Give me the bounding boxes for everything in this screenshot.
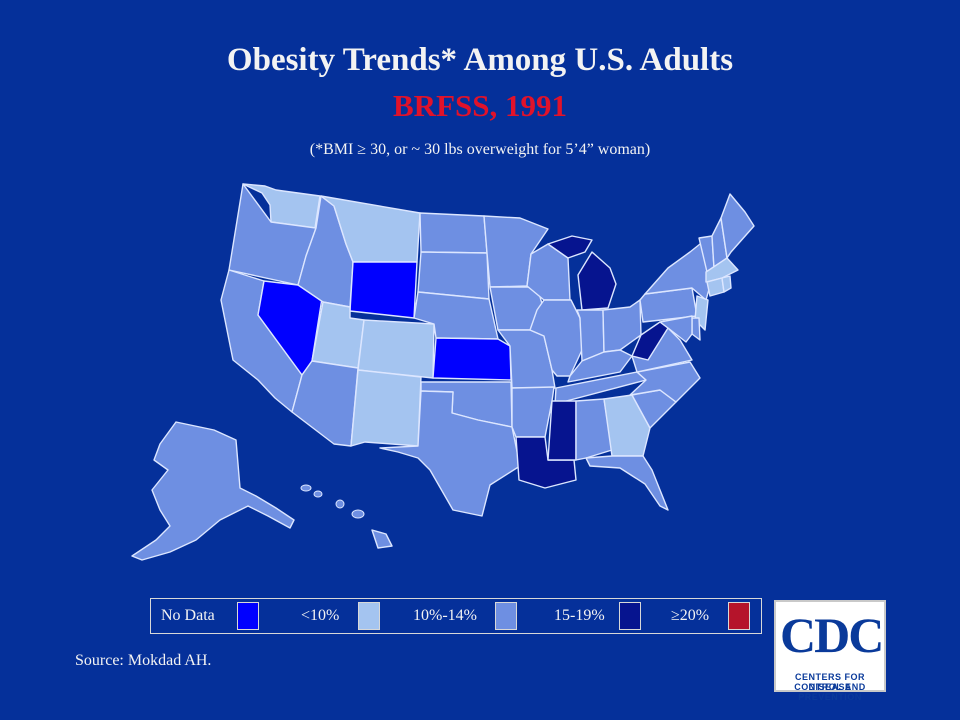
state-wy — [349, 261, 418, 319]
cdc-logo-text: CDC — [780, 607, 884, 663]
state-mi-upper — [547, 235, 593, 259]
state-ky — [567, 349, 633, 383]
cdc-logo-line2: CONTROL AND PREVENTION — [794, 682, 866, 702]
state-ct — [706, 277, 725, 297]
legend-label: No Data — [161, 607, 215, 624]
state-tx — [379, 390, 521, 517]
legend-label: <10% — [301, 607, 340, 624]
state-de — [691, 317, 701, 341]
state-fl — [585, 455, 669, 511]
state-me — [720, 193, 755, 259]
state-ga — [603, 394, 651, 457]
state-nc — [629, 361, 701, 403]
cdc-logo: CDC CENTERS FOR DISEASE CONTROL AND PREV… — [774, 600, 886, 702]
legend-label: 15-19% — [554, 607, 605, 624]
state-al — [575, 398, 613, 461]
state-wv — [631, 321, 669, 361]
state-nm — [350, 369, 422, 447]
state-md — [659, 315, 693, 343]
legend-swatch-10-14 — [495, 602, 517, 630]
state-ri — [721, 275, 732, 293]
legend-swatch-ge20 — [728, 602, 750, 630]
source-note: Source: Mokdad AH. — [75, 652, 212, 669]
legend-label: 10%-14% — [413, 607, 477, 624]
page-subtitle: BRFSS, 1991 — [393, 88, 567, 123]
state-ks — [432, 337, 512, 381]
legend-swatch-lt10 — [358, 602, 380, 630]
state-pa — [639, 287, 698, 323]
state-ms — [547, 400, 577, 461]
state-sd — [417, 251, 490, 300]
hawaii-islands — [300, 484, 365, 519]
state-la — [515, 436, 577, 489]
state-ma — [705, 257, 739, 283]
legend-swatch-no-data — [237, 602, 259, 630]
state-hi — [371, 529, 393, 549]
bmi-note: (*BMI ≥ 30, or ~ 30 lbs overweight for 5… — [309, 141, 651, 158]
state-nd — [419, 212, 488, 254]
state-mi — [577, 251, 617, 311]
legend-label: ≥20% — [671, 607, 710, 624]
cdc-logo-line1: CENTERS FOR DISEASE — [794, 672, 865, 692]
state-il — [529, 299, 583, 377]
state-co — [357, 319, 435, 379]
state-ar — [511, 386, 555, 438]
page-title: Obesity Trends* Among U.S. Adults — [226, 42, 734, 78]
state-az — [291, 360, 359, 447]
legend-swatch-15-19 — [619, 602, 641, 630]
legend: No Data <10% 10%-14% 15-19% ≥20% — [150, 598, 762, 634]
state-ak — [131, 421, 295, 561]
